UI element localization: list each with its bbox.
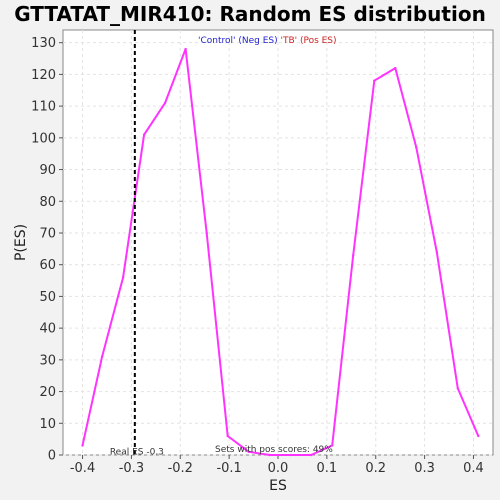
series-line bbox=[81, 48, 480, 456]
legend-control: 'Control' (Neg ES) bbox=[198, 36, 278, 46]
y-tick-label: 100 bbox=[31, 131, 56, 146]
data-point bbox=[268, 453, 271, 457]
pos-scores-label: Sets with pos scores: 49% bbox=[215, 445, 333, 455]
x-tick-label: 0.0 bbox=[268, 461, 289, 476]
data-point bbox=[184, 47, 187, 51]
y-tick-label: 90 bbox=[39, 163, 56, 178]
y-tick-label: 40 bbox=[39, 322, 56, 337]
series-layer bbox=[81, 47, 480, 457]
data-point bbox=[394, 66, 397, 70]
data-point bbox=[435, 250, 439, 254]
chart-title: GTTATAT_MIR410: Random ES distribution bbox=[14, 2, 486, 26]
data-point bbox=[310, 453, 313, 457]
x-tick-label: -0.1 bbox=[216, 461, 241, 476]
y-tick-label: 10 bbox=[39, 417, 56, 432]
x-tick-label: -0.4 bbox=[70, 461, 95, 476]
x-tick-label: 0.2 bbox=[365, 461, 386, 476]
data-point bbox=[415, 146, 418, 149]
y-tick-label: 60 bbox=[39, 258, 56, 273]
real-es-label: Real ES -0.3 bbox=[110, 448, 164, 458]
legend-tb: 'TB' (Pos ES) bbox=[278, 36, 337, 46]
y-tick-label: 20 bbox=[39, 385, 56, 400]
y-tick-label: 130 bbox=[31, 36, 56, 51]
data-point bbox=[456, 387, 460, 390]
y-tick-label: 50 bbox=[39, 290, 56, 305]
y-tick-label: 70 bbox=[39, 226, 56, 241]
data-point bbox=[373, 79, 376, 82]
data-point bbox=[121, 276, 125, 279]
annotations: Real ES -0.3 Sets with pos scores: 49% 'Co… bbox=[110, 30, 337, 458]
grid-lines bbox=[63, 30, 493, 456]
data-point bbox=[142, 133, 146, 136]
x-tick-label: -0.2 bbox=[168, 461, 193, 476]
data-point bbox=[163, 101, 167, 105]
legend: 'Control' (Neg ES) 'TB' (Pos ES) bbox=[198, 36, 337, 46]
x-tick-label: 0.3 bbox=[414, 461, 435, 476]
data-point bbox=[205, 231, 208, 235]
axes: 0 10 20 30 40 50 60 70 80 90 100 110 120 130 -0.4 -0.3 -… bbox=[13, 36, 484, 494]
y-axis-label: P(ES) bbox=[13, 224, 29, 261]
y-tick-label: 80 bbox=[39, 195, 56, 210]
data-point bbox=[247, 450, 250, 454]
y-tick-label: 30 bbox=[39, 353, 56, 368]
data-point bbox=[352, 253, 355, 257]
x-axis-label: ES bbox=[269, 478, 287, 494]
x-tick-label: 0.4 bbox=[463, 461, 484, 476]
x-tick-label: 0.1 bbox=[317, 461, 338, 476]
data-point bbox=[81, 444, 84, 447]
x-tick-label: -0.3 bbox=[119, 461, 144, 476]
data-point bbox=[289, 453, 292, 457]
data-point bbox=[477, 434, 480, 438]
data-point bbox=[331, 444, 334, 447]
y-tick-label: 120 bbox=[31, 68, 56, 83]
y-tick-label: 110 bbox=[31, 100, 56, 115]
data-point bbox=[100, 355, 104, 358]
y-tick-label: 0 bbox=[48, 449, 56, 464]
data-point bbox=[226, 434, 229, 438]
